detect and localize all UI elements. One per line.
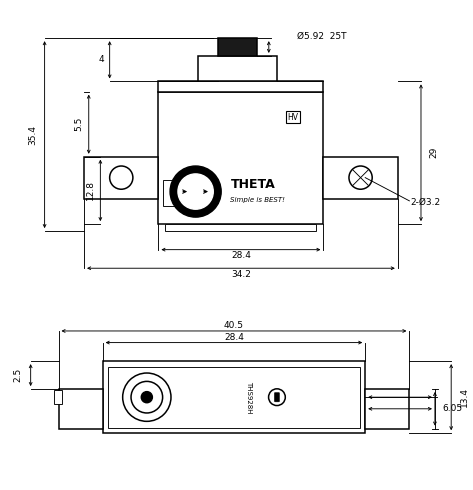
Circle shape bbox=[178, 174, 213, 209]
Bar bbox=[158, 92, 324, 224]
Text: HV: HV bbox=[288, 113, 299, 122]
Text: THETA: THETA bbox=[230, 178, 275, 191]
Text: 28.4: 28.4 bbox=[231, 251, 251, 260]
Text: Simple is BEST!: Simple is BEST! bbox=[230, 197, 285, 203]
Bar bbox=[158, 81, 324, 92]
Bar bbox=[84, 157, 158, 198]
Text: 29: 29 bbox=[429, 147, 438, 158]
Bar bbox=[198, 56, 277, 81]
Text: 12.8: 12.8 bbox=[86, 180, 95, 200]
Bar bbox=[218, 38, 257, 56]
Text: 2-Ø3.2: 2-Ø3.2 bbox=[410, 198, 440, 207]
Text: 13.4: 13.4 bbox=[460, 387, 469, 407]
FancyBboxPatch shape bbox=[274, 392, 280, 402]
Text: 28.4: 28.4 bbox=[224, 333, 244, 342]
Text: 5.5: 5.5 bbox=[74, 117, 83, 131]
Text: 6.05: 6.05 bbox=[442, 404, 462, 413]
Bar bbox=[365, 389, 409, 429]
Bar bbox=[103, 361, 365, 433]
Bar bbox=[166, 224, 316, 231]
Text: THS928H: THS928H bbox=[246, 381, 252, 414]
Bar bbox=[54, 390, 62, 404]
Bar bbox=[108, 367, 359, 428]
Text: Ø5.92  25T: Ø5.92 25T bbox=[297, 31, 346, 40]
Text: 4: 4 bbox=[98, 55, 104, 64]
Circle shape bbox=[141, 392, 152, 403]
Text: 2.5: 2.5 bbox=[13, 368, 22, 382]
Bar bbox=[163, 180, 175, 205]
Circle shape bbox=[170, 166, 221, 217]
Bar bbox=[324, 157, 398, 198]
Bar bbox=[59, 389, 103, 429]
Text: 40.5: 40.5 bbox=[224, 321, 244, 330]
Text: 34.2: 34.2 bbox=[231, 270, 251, 279]
Text: 35.4: 35.4 bbox=[29, 124, 38, 145]
